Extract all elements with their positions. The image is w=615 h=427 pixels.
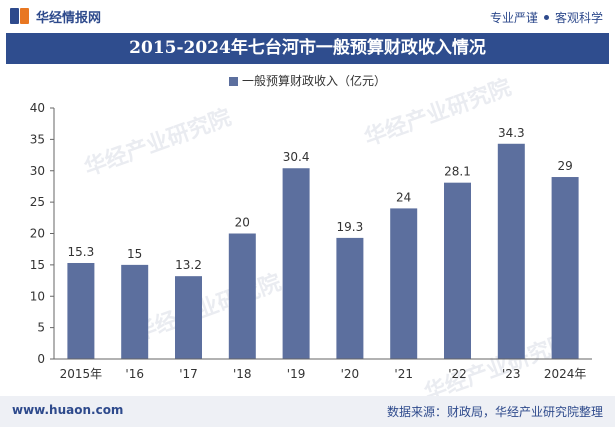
bar[interactable] [444,182,471,359]
y-tick-label: 20 [30,227,45,241]
footer-website-link[interactable]: www.huaon.com [12,403,124,417]
x-tick-label: '16 [125,367,144,381]
bar[interactable] [228,233,256,360]
legend-swatch [228,77,238,86]
data-label: 24 [396,190,411,204]
y-tick-label: 30 [30,164,45,178]
y-tick-label: 5 [37,321,45,335]
brand-logo[interactable]: 华经情报网 [10,6,101,26]
bar[interactable] [121,264,149,359]
y-tick-label: 25 [30,195,45,209]
y-tick-label: 15 [30,258,45,272]
top-bar: 华经情报网 专业严谨 客观科学 [0,0,615,32]
x-tick-label: 2015年 [60,367,103,381]
x-tick-label: '20 [341,367,360,381]
logo-text: 华经情报网 [36,10,102,26]
bar[interactable] [336,237,364,359]
bar[interactable] [175,276,202,359]
bar[interactable] [282,168,310,359]
data-label: 13.2 [175,258,202,272]
data-label: 29 [557,159,572,173]
x-tick-label: '17 [179,367,198,381]
bar[interactable] [497,143,525,359]
x-tick-label: '18 [233,367,252,381]
bar[interactable] [551,177,579,359]
chart-title: 2015-2024年七台河市一般预算财政收入情况 [6,33,609,64]
data-label: 15 [127,247,142,261]
x-tick-label: '23 [502,367,521,381]
bar-chart: 0 5 10 15 20 25 30 35 40 15.3 15 13.2 20 30.4 19.3 24 2… [30,101,592,381]
legend-label: 一般预算财政收入（亿元） [241,74,386,88]
data-label: 28.1 [444,165,471,179]
data-label: 30.4 [283,150,310,164]
data-label: 19.3 [337,220,364,234]
y-tick-label: 35 [30,132,45,146]
x-axis: 2015年 '16 '17 '18 '19 '20 '21 '22 '23 2024年 [54,358,592,381]
slogan: 专业严谨 客观科学 [490,9,603,26]
x-tick-label: '22 [448,367,467,381]
y-axis: 0 5 10 15 20 25 30 35 40 [30,101,55,366]
footer-source: 数据来源：财政局，华经产业研究院整理 [386,405,603,419]
bullet-icon [543,15,549,20]
x-tick-label: 2024年 [544,367,587,381]
bars: 15.3 15 13.2 20 30.4 19.3 24 28.1 34.3 29 [67,126,579,360]
footer: www.huaon.com 数据来源：财政局，华经产业研究院整理 [0,396,615,427]
bar[interactable] [390,208,418,359]
slogan-left: 专业严谨 [489,11,538,25]
x-tick-label: '19 [287,367,306,381]
logo-icon [10,6,30,26]
y-tick-label: 10 [30,289,45,303]
chart-legend: 一般预算财政收入（亿元） [0,72,615,89]
x-tick-label: '21 [394,367,413,381]
y-tick-label: 0 [37,352,45,366]
slogan-right: 客观科学 [554,11,603,25]
data-label: 34.3 [498,126,525,140]
y-tick-label: 40 [30,101,45,115]
bar[interactable] [67,262,95,359]
data-label: 15.3 [68,245,95,259]
data-label: 20 [235,216,250,230]
